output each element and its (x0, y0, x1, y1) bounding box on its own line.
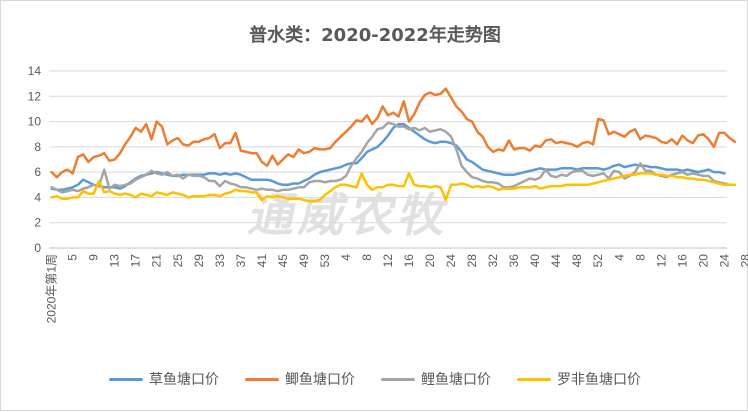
legend-label: 罗非鱼塘口价 (557, 372, 641, 388)
y-tick-label: 10 (28, 115, 42, 129)
x-tick-label: 12 (654, 254, 668, 268)
x-tick-label: 28 (738, 254, 748, 268)
x-tick-label: 9 (87, 254, 101, 261)
x-tick-label: 48 (570, 254, 584, 268)
y-tick-label: 4 (34, 190, 41, 204)
legend-swatch (381, 377, 415, 381)
x-tick-label: 45 (276, 254, 290, 268)
legend-label: 草鱼塘口价 (149, 372, 219, 388)
legend-item: 鲤鱼塘口价 (381, 369, 491, 389)
x-tick-label: 36 (507, 254, 521, 268)
x-tick-label: 16 (402, 254, 416, 268)
x-tick-label: 44 (549, 254, 563, 268)
x-tick-label: 24 (717, 254, 731, 268)
y-tick-label: 12 (28, 89, 42, 103)
legend: 草鱼塘口价 鲫鱼塘口价 鲤鱼塘口价 罗非鱼塘口价 (1, 369, 748, 389)
x-tick-label: 8 (633, 254, 647, 261)
legend-label: 鲫鱼塘口价 (285, 372, 355, 388)
x-tick-label: 29 (192, 254, 206, 268)
x-tick-label: 2020年第1周 (45, 254, 59, 323)
x-tick-label: 4 (339, 254, 353, 261)
x-tick-label: 25 (171, 254, 185, 268)
x-tick-label: 21 (150, 254, 164, 268)
x-tick-label: 52 (591, 254, 605, 268)
x-tick-label: 37 (234, 254, 248, 268)
legend-label: 鲤鱼塘口价 (421, 372, 491, 388)
legend-swatch (517, 377, 551, 381)
y-tick-label: 8 (34, 140, 41, 154)
legend-item: 草鱼塘口价 (109, 369, 219, 389)
x-tick-label: 12 (381, 254, 395, 268)
x-tick-label: 41 (255, 254, 269, 268)
series-line-罗非鱼塘口价 (50, 172, 737, 203)
y-tick-label: 14 (28, 64, 42, 78)
x-tick-label: 8 (360, 254, 374, 261)
legend-swatch (109, 377, 143, 381)
x-tick-label: 28 (465, 254, 479, 268)
series-line-鲤鱼塘口价 (50, 121, 737, 194)
x-tick-label: 4 (612, 254, 626, 261)
y-tick-label: 0 (34, 241, 41, 255)
x-tick-label: 20 (423, 254, 437, 268)
legend-item: 鲫鱼塘口价 (245, 369, 355, 389)
x-tick-label: 16 (675, 254, 689, 268)
series-line-鲫鱼塘口价 (50, 87, 737, 179)
y-tick-label: 6 (34, 165, 41, 179)
x-tick-label: 53 (318, 254, 332, 268)
y-tick-label: 2 (34, 216, 41, 230)
x-tick-label: 32 (486, 254, 500, 268)
x-tick-label: 17 (129, 254, 143, 268)
legend-item: 罗非鱼塘口价 (517, 369, 641, 389)
x-tick-label: 33 (213, 254, 227, 268)
chart-title: 普水类：2020-2022年走势图 (249, 25, 501, 46)
x-tick-label: 49 (297, 254, 311, 268)
x-tick-label: 5 (66, 254, 80, 261)
x-tick-label: 40 (528, 254, 542, 268)
x-tick-label: 13 (108, 254, 122, 268)
x-tick-label: 20 (696, 254, 710, 268)
x-tick-label: 24 (444, 254, 458, 268)
legend-swatch (245, 377, 279, 381)
